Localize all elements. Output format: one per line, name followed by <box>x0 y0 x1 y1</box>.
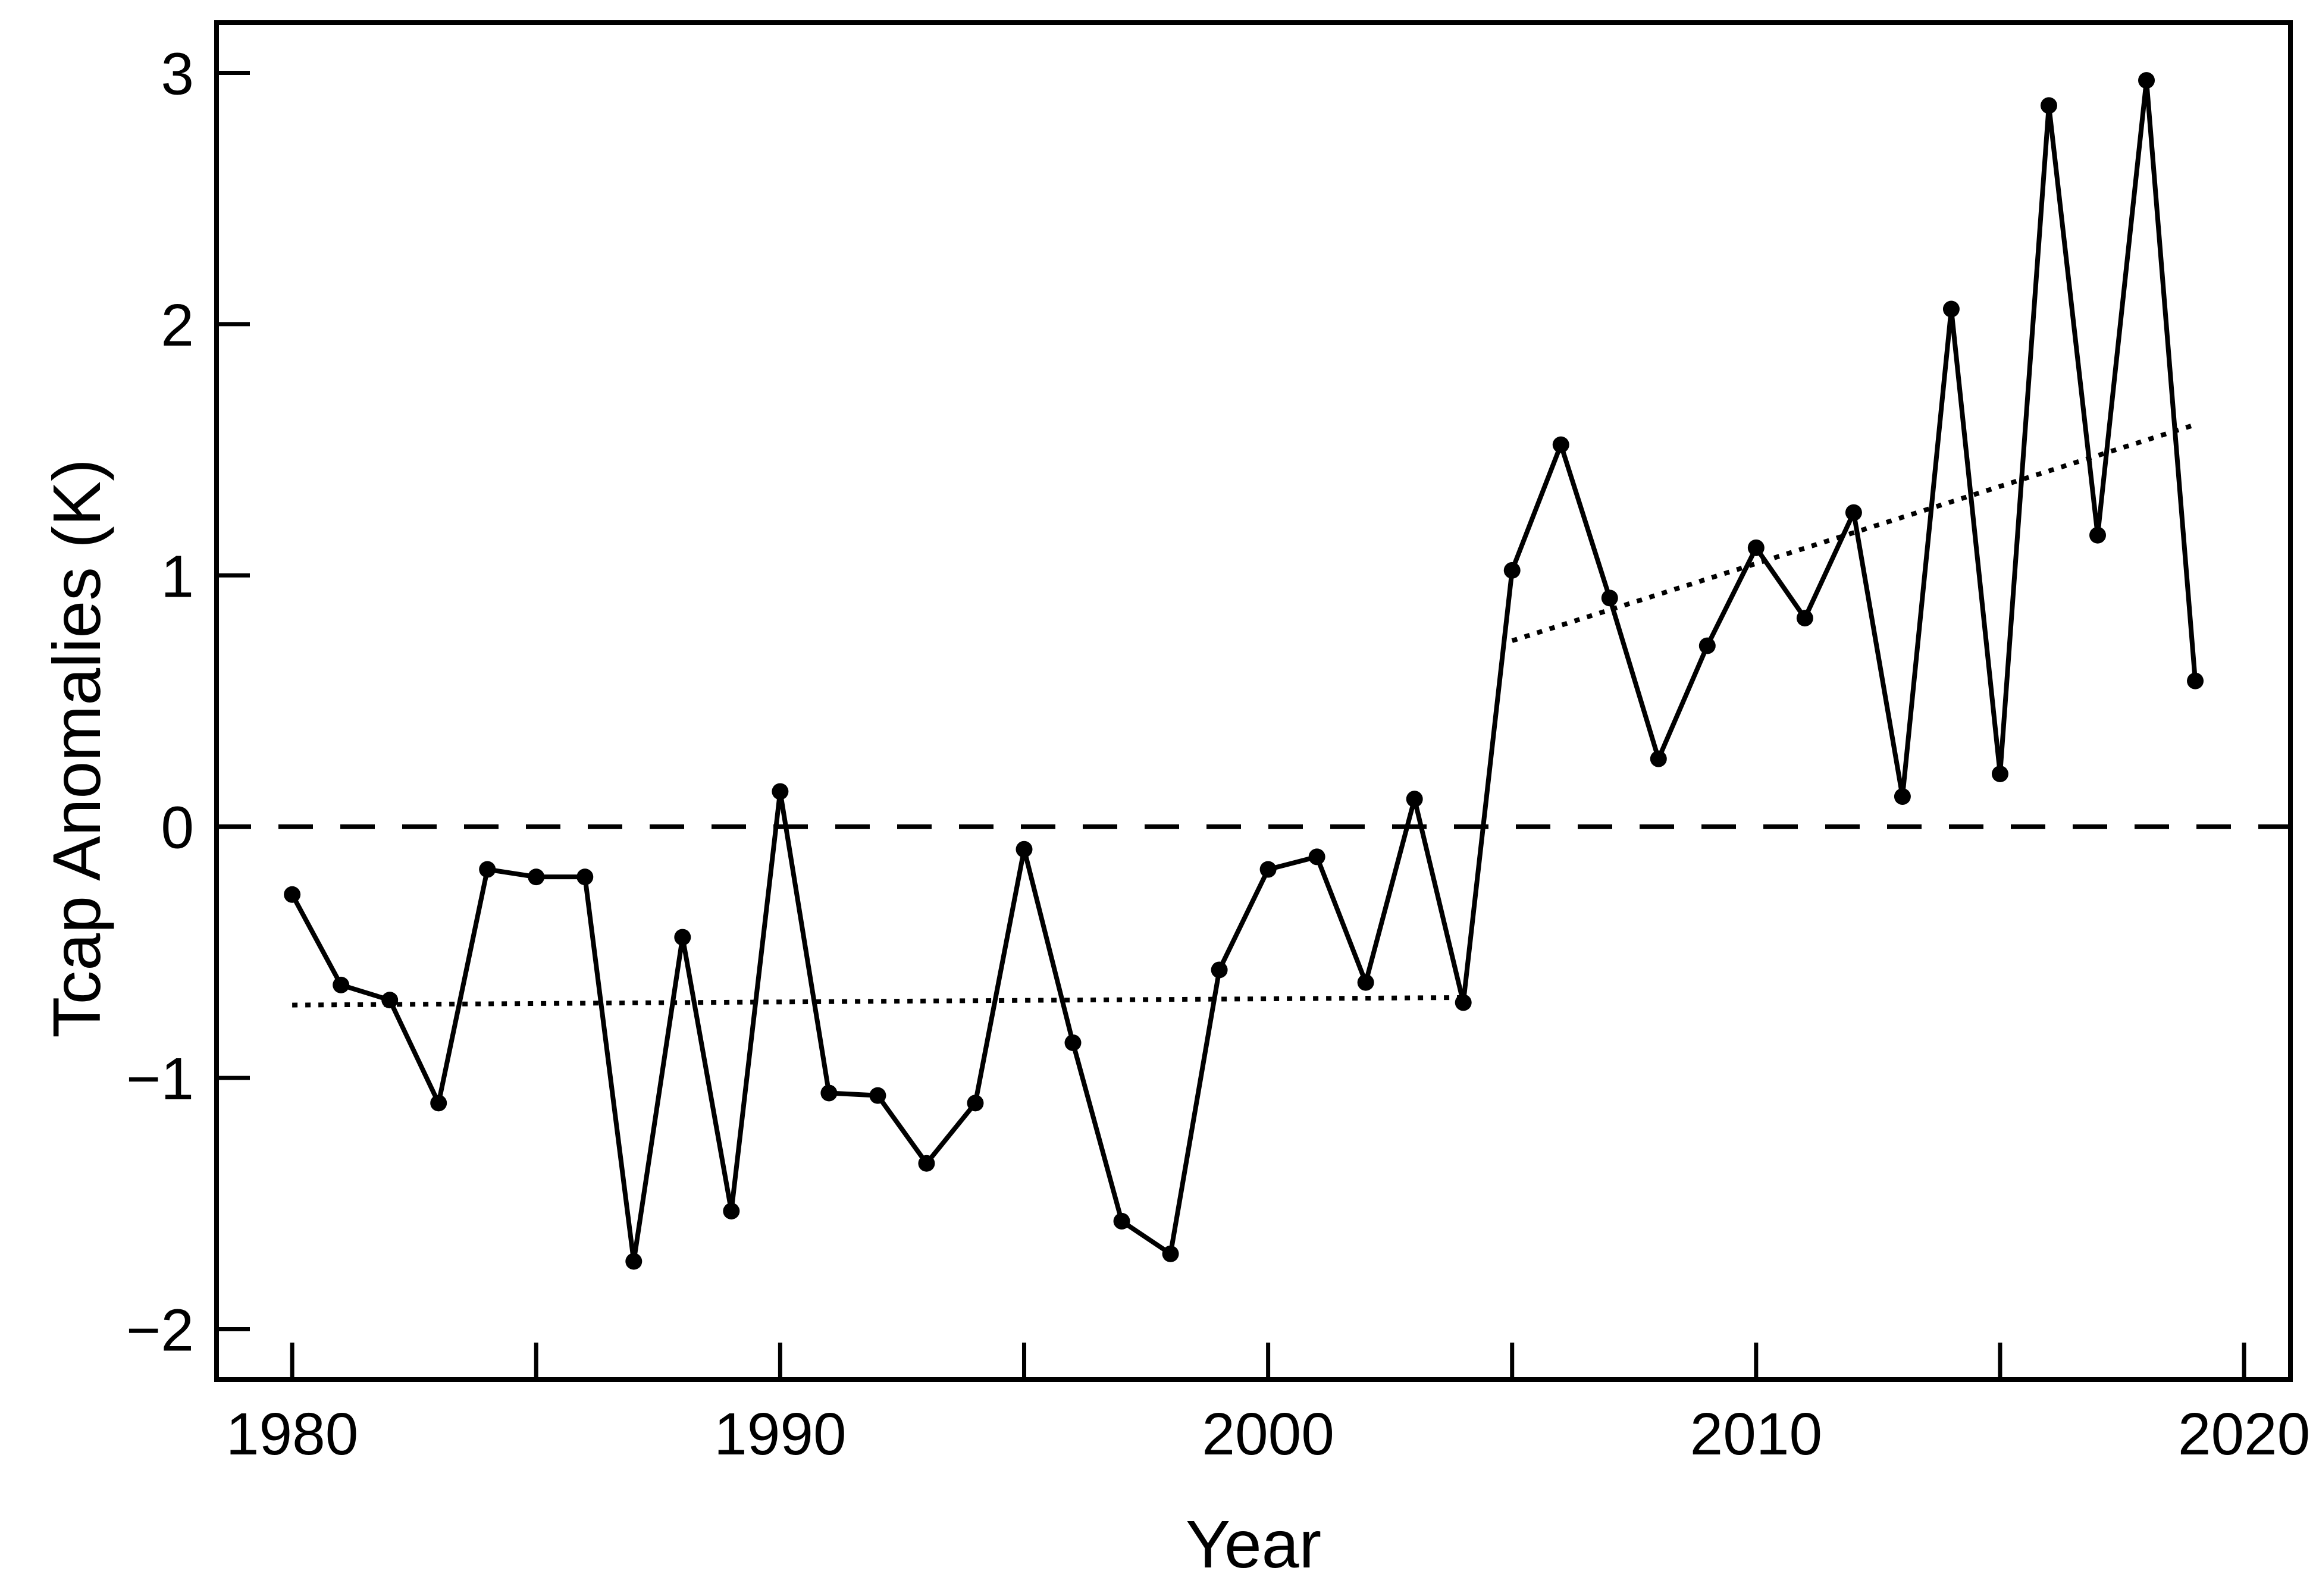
data-point-marker <box>1455 994 1472 1011</box>
data-point-marker <box>1894 788 1911 805</box>
data-point-marker <box>576 868 594 886</box>
x-axis-tick-label: 1980 <box>226 1401 358 1468</box>
x-axis-tick-label: 1990 <box>714 1401 846 1468</box>
data-point-marker <box>820 1084 838 1102</box>
data-point-marker <box>2089 526 2107 544</box>
data-series-line <box>290 80 2198 1262</box>
data-point-marker <box>528 868 545 886</box>
x-axis-title: Year <box>1186 1507 1321 1582</box>
data-point-marker <box>625 1253 643 1270</box>
data-point-marker <box>1406 791 1423 808</box>
trend-line-segment-2 <box>1511 422 2196 643</box>
data-point-marker <box>1747 539 1765 556</box>
x-axis-tick-label: 2010 <box>1690 1401 1822 1468</box>
data-point-marker <box>1698 637 1716 654</box>
data-point-marker <box>1259 861 1277 878</box>
y-axis-tick-label: 2 <box>161 292 194 359</box>
data-point-marker <box>1162 1245 1179 1262</box>
data-point-marker <box>723 1202 740 1219</box>
chart-generated-content: −2 −1 0 1 2 3 1980 1990 2000 2010 2020 <box>126 20 2310 1468</box>
data-point-marker <box>479 861 496 878</box>
y-axis-tick-label: 0 <box>161 795 194 861</box>
data-point-marker <box>1796 610 1813 627</box>
data-point-marker <box>1601 590 1618 607</box>
data-point-marker <box>284 886 301 903</box>
plot-border <box>214 20 2293 1382</box>
data-point-marker <box>2187 672 2204 689</box>
x-axis-tick-label: 2000 <box>1202 1401 1334 1468</box>
y-axis-tick-label: 1 <box>161 543 194 610</box>
data-point-marker <box>967 1095 984 1112</box>
data-point-marker <box>1991 765 2008 782</box>
data-point-marker <box>1845 504 1862 521</box>
data-point-marker <box>430 1095 447 1112</box>
trend-line-segment-1 <box>292 995 1463 1008</box>
x-axis-tick-label: 2020 <box>2178 1401 2310 1468</box>
data-point-marker <box>333 976 350 993</box>
data-point-marker <box>772 783 789 800</box>
data-point-marker <box>1016 841 1033 858</box>
data-point-marker <box>1650 750 1667 767</box>
y-axis-title: Tcap Anomalies (K) <box>39 459 114 1037</box>
data-point-marker <box>1942 300 1960 318</box>
data-point-marker <box>674 929 691 946</box>
data-point-marker <box>1552 436 1569 453</box>
y-axis-tick-label: −1 <box>126 1046 194 1112</box>
data-point-marker <box>2040 97 2057 114</box>
data-point-marker <box>1064 1034 1082 1051</box>
data-point-marker <box>1211 961 1228 979</box>
data-point-marker <box>1308 848 1325 866</box>
data-point-marker <box>1113 1212 1130 1230</box>
y-axis-tick-label: −2 <box>126 1297 194 1364</box>
data-point-marker <box>1357 974 1374 991</box>
data-point-marker <box>869 1087 886 1104</box>
data-point-marker <box>918 1155 935 1172</box>
y-axis-tick-label: 3 <box>161 40 194 107</box>
data-point-marker <box>381 992 399 1009</box>
data-point-marker <box>2138 72 2155 89</box>
data-point-marker <box>1503 562 1521 579</box>
